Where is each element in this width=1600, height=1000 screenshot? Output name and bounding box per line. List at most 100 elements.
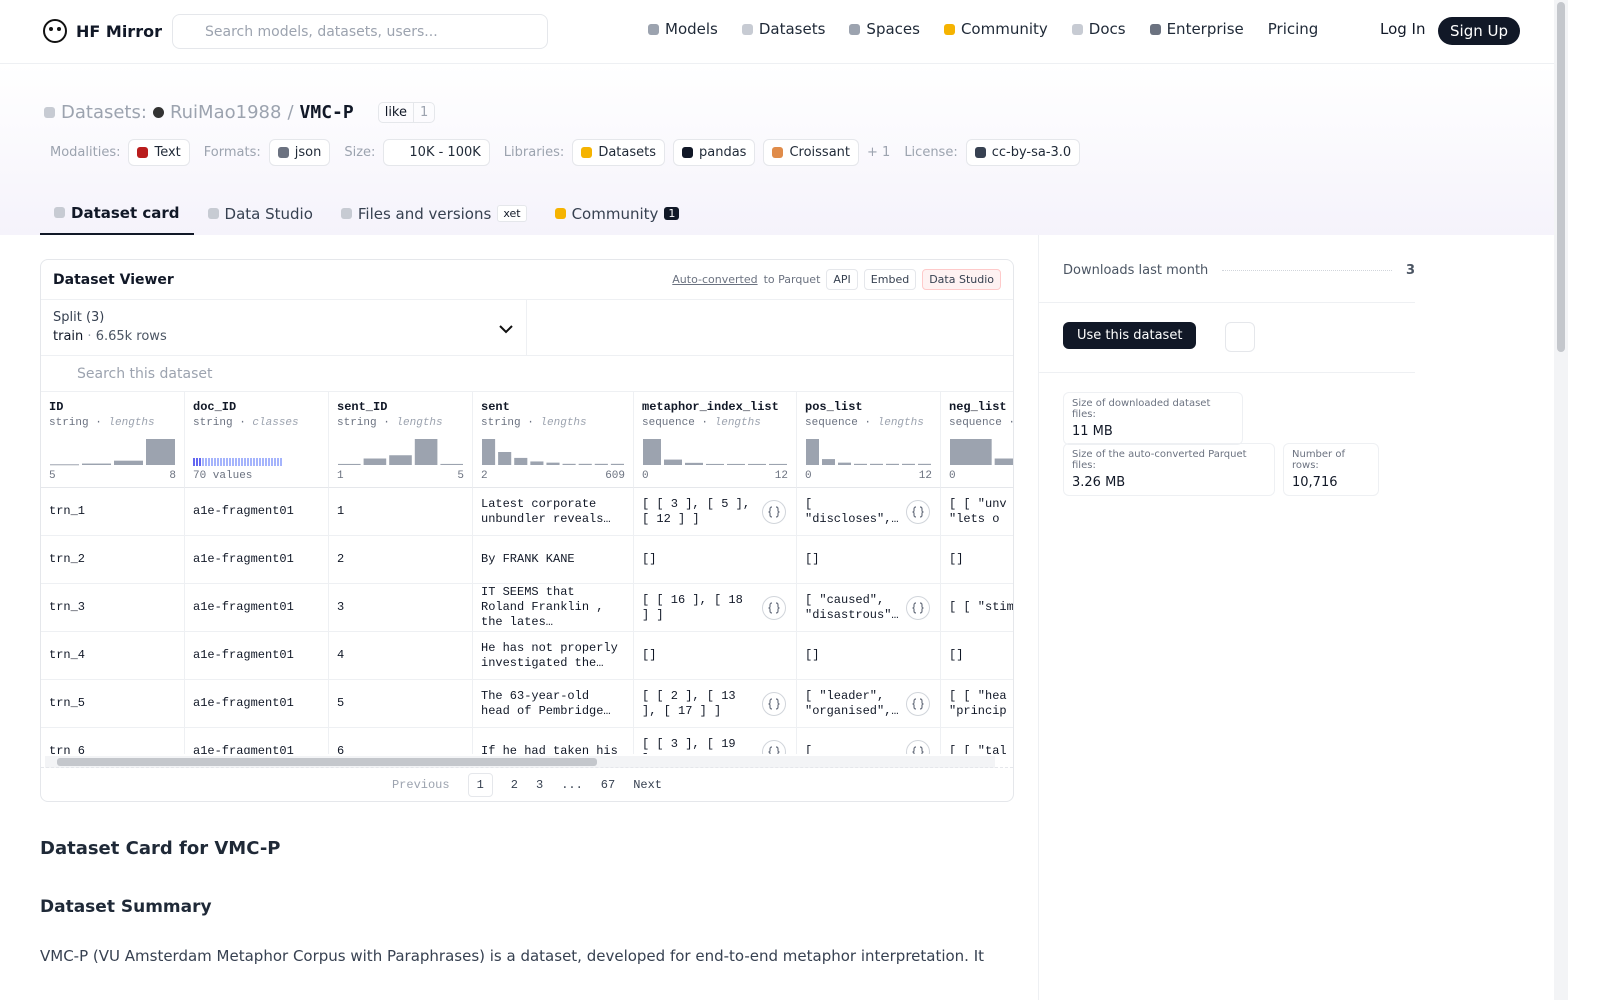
cell[interactable]: trn_6 — [41, 728, 185, 754]
cell[interactable]: [ [ 2 ], [ 13 ], [ 17 ] ] — [634, 680, 797, 728]
column-header[interactable]: sent string · lengths 2 609 — [473, 392, 634, 488]
column-header[interactable]: doc_ID string · classes 70 values — [185, 392, 329, 488]
cell[interactable]: By FRANK KANE — [473, 536, 634, 584]
page[interactable]: ... — [561, 777, 583, 792]
json-button[interactable] — [762, 596, 786, 620]
cell[interactable]: [ "discloses",… — [797, 488, 941, 536]
brand[interactable]: HF Mirror — [42, 18, 162, 44]
json-button[interactable] — [906, 500, 930, 524]
cell[interactable]: If he had taken his — [473, 728, 634, 754]
tab[interactable]: Dataset card — [40, 192, 194, 235]
cell[interactable]: [] — [634, 536, 797, 584]
viewer-button[interactable]: Data Studio — [922, 269, 1001, 290]
nav-link[interactable]: Docs — [1071, 20, 1126, 38]
cell[interactable]: trn_4 — [41, 632, 185, 680]
cell[interactable]: 6 — [329, 728, 473, 754]
nav-link[interactable]: Spaces — [849, 20, 920, 38]
cell[interactable]: [] — [941, 632, 1013, 680]
cell[interactable]: a1e-fragment01 — [185, 584, 329, 632]
h-scrollbar[interactable] — [45, 756, 995, 768]
page-scrollbar[interactable] — [1554, 0, 1568, 1000]
cell[interactable]: a1e-fragment01 — [185, 536, 329, 584]
cell[interactable]: a1e-fragment01 — [185, 632, 329, 680]
column-header[interactable]: sent_ID string · lengths 1 5 — [329, 392, 473, 488]
cell[interactable]: a1e-fragment01 — [185, 680, 329, 728]
cell[interactable]: 1 — [329, 488, 473, 536]
tag[interactable]: cc-by-sa-3.0 — [965, 139, 1081, 166]
cell[interactable]: 5 — [329, 680, 473, 728]
viewer-search[interactable]: Search this dataset — [41, 356, 1013, 392]
json-button[interactable] — [906, 692, 930, 716]
tab[interactable]: Data Studio — [194, 192, 327, 235]
cell[interactable]: [ [ 3 ], [ 5 ], [ 12 ] ] — [634, 488, 797, 536]
cell[interactable]: [] — [797, 536, 941, 584]
tab[interactable]: Community 1 — [541, 192, 694, 235]
tab[interactable]: Files and versions xet — [327, 192, 541, 235]
json-button[interactable] — [906, 740, 930, 754]
split-selector[interactable]: Split (3) train · 6.65k rows — [41, 300, 1013, 356]
tag[interactable]: Text — [128, 139, 190, 166]
cell[interactable]: 3 — [329, 584, 473, 632]
cell[interactable]: a1e-fragment01 — [185, 728, 329, 754]
search-box[interactable]: Search models, datasets, users... — [172, 14, 548, 49]
json-button[interactable] — [762, 692, 786, 716]
more-button[interactable] — [1225, 322, 1255, 352]
repo-name[interactable]: VMC-P — [299, 102, 354, 123]
page[interactable]: 67 — [600, 777, 616, 792]
nav-link[interactable]: Enterprise — [1149, 20, 1244, 38]
cell[interactable]: [ [ "stimula — [941, 584, 1013, 632]
nav-link[interactable]: Pricing — [1268, 20, 1319, 38]
column-header[interactable]: ID string · lengths 5 8 — [41, 392, 185, 488]
cell[interactable]: a1e-fragment01 — [185, 488, 329, 536]
page[interactable]: 3 — [535, 777, 544, 792]
cell[interactable]: [ [ "hea "princip — [941, 680, 1013, 728]
cell[interactable]: [ — [797, 728, 941, 754]
tag[interactable]: json — [268, 139, 331, 166]
page[interactable]: 2 — [510, 777, 518, 792]
cell[interactable]: trn_2 — [41, 536, 185, 584]
split-box[interactable]: Split (3) train · 6.65k rows — [41, 300, 527, 356]
cell[interactable]: trn_3 — [41, 584, 185, 632]
tag[interactable]: Croissant — [763, 139, 860, 166]
column-header[interactable]: metaphor_index_list sequence · lengths 0 12 — [634, 392, 797, 488]
cell[interactable]: IT SEEMS that Roland Franklin , the late… — [473, 584, 634, 632]
viewer-button[interactable]: Embed — [863, 269, 917, 290]
like-button[interactable]: like 1 — [377, 102, 436, 123]
tag-more[interactable]: + 1 — [867, 145, 891, 160]
tag[interactable]: 10K - 100K — [383, 139, 490, 166]
cell[interactable]: [ "leader", "organised",… — [797, 680, 941, 728]
repo-kind[interactable]: Datasets: — [61, 102, 147, 123]
next[interactable]: Next — [633, 777, 663, 792]
cell[interactable]: Latest corporate unbundler reveals… — [473, 488, 634, 536]
cell[interactable]: 4 — [329, 632, 473, 680]
cell[interactable]: trn_5 — [41, 680, 185, 728]
column-header[interactable]: pos_list sequence · lengths 0 12 — [797, 392, 941, 488]
json-button[interactable] — [906, 596, 930, 620]
cell[interactable]: [ [ 3 ], [ 19 ], — [634, 728, 797, 754]
cell[interactable]: The 63-year-old head of Pembridge… — [473, 680, 634, 728]
cell[interactable]: [ [ "tal — [941, 728, 1013, 754]
tag[interactable]: Datasets — [572, 139, 665, 166]
json-button[interactable] — [762, 500, 786, 524]
json-button[interactable] — [762, 740, 786, 754]
nav-link[interactable]: Community — [943, 20, 1048, 38]
cell[interactable]: [] — [941, 536, 1013, 584]
auto-converted[interactable]: Auto-converted — [672, 273, 758, 286]
cell[interactable]: [ "caused", "disastrous"… — [797, 584, 941, 632]
viewer-button[interactable]: API — [826, 269, 858, 290]
use-dataset-button[interactable]: Use this dataset — [1063, 322, 1197, 349]
cell[interactable]: [ [ "unv "lets o — [941, 488, 1013, 536]
page[interactable]: 1 — [467, 772, 493, 797]
column-header[interactable]: neg_list sequence · lengths 0 — [941, 392, 1013, 488]
repo-owner[interactable]: RuiMao1988 — [169, 102, 282, 123]
cell[interactable]: [ [ 16 ], [ 18 ] ] — [634, 584, 797, 632]
cell[interactable]: 2 — [329, 536, 473, 584]
nav-link[interactable]: Datasets — [741, 20, 825, 38]
cell[interactable]: [] — [797, 632, 941, 680]
cell[interactable]: trn_1 — [41, 488, 185, 536]
tag[interactable]: pandas — [673, 139, 756, 166]
cell[interactable]: [] — [634, 632, 797, 680]
cell[interactable]: He has not properly investigated the… — [473, 632, 634, 680]
nav-link[interactable]: Models — [648, 20, 718, 38]
signup[interactable]: Sign Up — [1438, 17, 1520, 45]
